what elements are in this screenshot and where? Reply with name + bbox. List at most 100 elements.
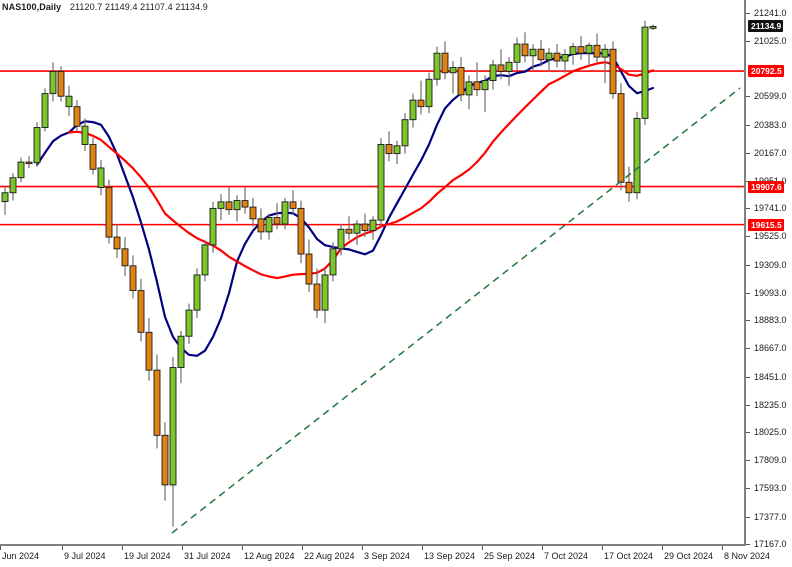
candlestick[interactable]: [633, 111, 641, 200]
candlestick[interactable]: [609, 41, 617, 99]
candlestick[interactable]: [225, 187, 233, 215]
price-axis[interactable]: 21241.021025.020599.020383.020167.019951…: [746, 0, 792, 567]
candlestick[interactable]: [201, 239, 209, 282]
candlestick[interactable]: [617, 83, 625, 191]
candlestick[interactable]: [57, 66, 65, 102]
level-price-tag-2[interactable]: 19615.5: [748, 218, 784, 231]
candlestick[interactable]: [249, 197, 257, 227]
ma-fast-line[interactable]: [35, 51, 655, 357]
candlestick[interactable]: [505, 57, 513, 86]
candlestick[interactable]: [97, 160, 105, 196]
candlestick[interactable]: [41, 88, 49, 132]
candlestick[interactable]: [409, 93, 417, 128]
price-axis-label: 20383.0: [754, 119, 787, 130]
candlestick[interactable]: [305, 239, 313, 292]
candlestick[interactable]: [265, 213, 273, 240]
date-axis-label: 3 Sep 2024: [364, 551, 411, 561]
candlestick[interactable]: [625, 166, 633, 202]
candlestick[interactable]: [377, 137, 385, 227]
candlestick[interactable]: [321, 268, 329, 324]
candlestick[interactable]: [185, 303, 193, 345]
candlestick[interactable]: [457, 57, 465, 102]
price-axis-label: 17809.0: [754, 455, 787, 466]
candlestick[interactable]: [489, 59, 497, 90]
candlestick[interactable]: [121, 237, 129, 277]
time-axis[interactable]: Jun 2024 9 Jul 2024 19 Jul 2024 31 Jul 2024…: [0, 546, 770, 567]
candlestick[interactable]: [81, 118, 89, 151]
current-price-tag[interactable]: 21134.9: [748, 20, 784, 33]
candlestick[interactable]: [329, 242, 337, 282]
candlestick[interactable]: [593, 33, 601, 63]
candlestick[interactable]: [481, 75, 489, 112]
candlestick[interactable]: [497, 49, 505, 80]
candlestick[interactable]: [113, 224, 121, 258]
candlestick[interactable]: [425, 72, 433, 114]
candlestick[interactable]: [577, 36, 585, 60]
candlestick[interactable]: [169, 357, 177, 527]
candlestick[interactable]: [17, 157, 25, 183]
candlestick[interactable]: [153, 354, 161, 449]
candlestick[interactable]: [569, 42, 577, 65]
candlestick[interactable]: [345, 216, 353, 240]
candlestick[interactable]: [257, 208, 265, 240]
candlestick[interactable]: [289, 190, 297, 214]
candlestick[interactable]: [217, 194, 225, 221]
candlestick[interactable]: [1, 187, 9, 215]
candlestick[interactable]: [105, 179, 113, 244]
candlestick[interactable]: [401, 113, 409, 154]
candlestick[interactable]: [9, 173, 17, 201]
candlestick[interactable]: [209, 201, 217, 253]
candlestick[interactable]: [281, 197, 289, 230]
candlestick[interactable]: [649, 24, 657, 31]
candlestick[interactable]: [241, 187, 249, 214]
candlestick[interactable]: [233, 195, 241, 222]
candlestick[interactable]: [313, 268, 321, 318]
price-axis-line: [744, 0, 746, 546]
price-axis-label: 18883.0: [754, 315, 787, 326]
candlestick[interactable]: [441, 41, 449, 80]
candlestick[interactable]: [137, 278, 145, 342]
ma-slow-line[interactable]: [67, 61, 655, 280]
candlestick[interactable]: [433, 46, 441, 86]
candlestick[interactable]: [177, 331, 185, 384]
candlestick[interactable]: [25, 156, 33, 168]
candlestick[interactable]: [417, 80, 425, 115]
candlestick[interactable]: [129, 255, 137, 299]
candlestick[interactable]: [33, 122, 41, 167]
candlestick[interactable]: [273, 203, 281, 230]
candlestick[interactable]: [521, 32, 529, 63]
candlestick[interactable]: [393, 140, 401, 165]
chart-plot-area[interactable]: [0, 0, 745, 545]
trendline[interactable]: [171, 87, 741, 534]
candlestick[interactable]: [49, 62, 57, 102]
candlestick[interactable]: [353, 220, 361, 245]
candlestick[interactable]: [337, 224, 345, 256]
candlestick[interactable]: [553, 44, 561, 68]
candlestick[interactable]: [561, 49, 569, 73]
candlestick[interactable]: [385, 131, 393, 162]
candlestick[interactable]: [73, 100, 81, 132]
candlestick[interactable]: [529, 44, 537, 71]
candlestick[interactable]: [161, 422, 169, 501]
price-tick: [746, 460, 750, 462]
candlestick[interactable]: [641, 20, 649, 125]
candlestick[interactable]: [545, 47, 553, 72]
candlestick[interactable]: [449, 61, 457, 94]
candlestick[interactable]: [537, 40, 545, 67]
candlestick[interactable]: [585, 42, 593, 67]
candlestick[interactable]: [369, 216, 377, 240]
candlestick[interactable]: [361, 213, 369, 238]
price-axis-label: 19309.0: [754, 259, 787, 270]
price-axis-label: 19093.0: [754, 287, 787, 298]
candlestick[interactable]: [193, 268, 201, 318]
candlestick[interactable]: [297, 200, 305, 264]
candlestick[interactable]: [473, 62, 481, 97]
candlestick[interactable]: [145, 317, 153, 381]
candlestick[interactable]: [65, 85, 73, 116]
level-price-tag-0[interactable]: 20792.5: [748, 65, 784, 78]
candlestick[interactable]: [513, 37, 521, 71]
candlestick[interactable]: [89, 137, 97, 175]
candlestick[interactable]: [601, 44, 609, 84]
level-price-tag-1[interactable]: 19907.6: [748, 180, 784, 193]
candlestick[interactable]: [465, 75, 473, 110]
